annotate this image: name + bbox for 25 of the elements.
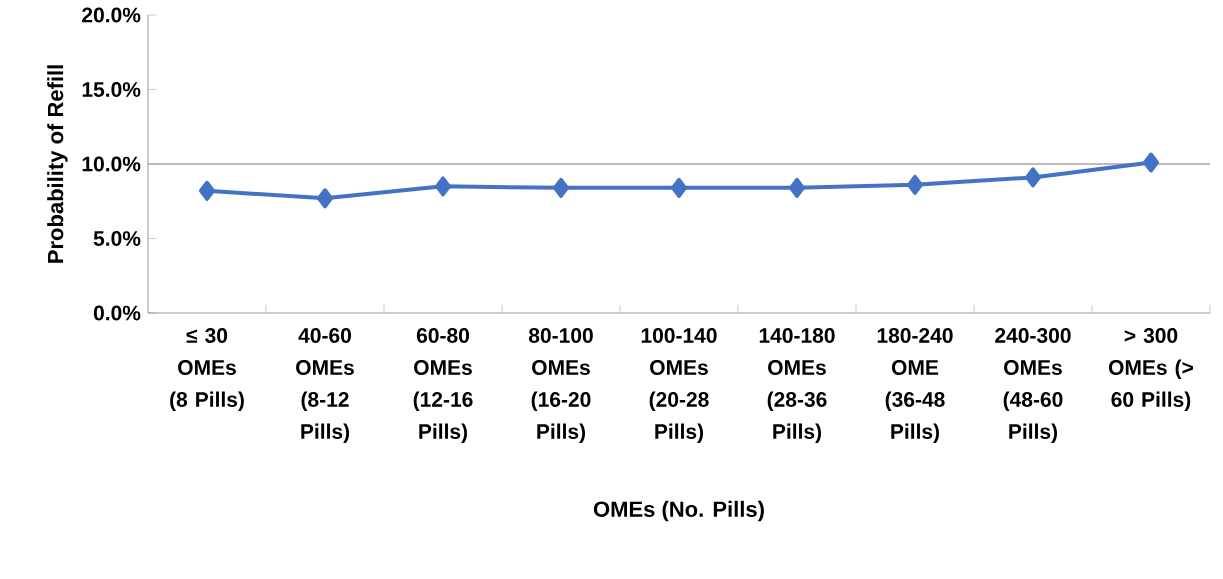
y-tick-label: 5.0% (93, 231, 141, 246)
x-axis-title: OMEs (No. Pills) (593, 500, 764, 522)
y-axis-title: Probability of Refill (47, 65, 68, 263)
point (199, 180, 216, 201)
point (435, 176, 452, 197)
point (671, 177, 687, 198)
y-tick-label: 0.0% (93, 305, 141, 321)
x-tick-label: 60-80 OMEs (12-16 Pills) (413, 328, 473, 444)
point (788, 177, 805, 198)
point (317, 188, 334, 209)
point (906, 174, 923, 195)
x-tick-label: 140-180 OMEs (28-36 Pills) (759, 328, 835, 444)
x-tick-label: > 300 OMEs (> 60 Pills) (1108, 328, 1194, 412)
y-tick-label: 15.0% (82, 82, 141, 97)
y-tick-label: 20.0% (82, 7, 141, 23)
point (1024, 167, 1041, 188)
x-tick-label: 240-300 OMEs (48-60 Pills) (995, 328, 1071, 444)
x-tick-label: 180-240 OME (36-48 Pills) (877, 328, 953, 444)
x-tick-label: 100-140 OMEs (20-28 Pills) (641, 328, 717, 444)
x-tick-label: 40-60 OMEs (8-12 Pills) (296, 328, 354, 444)
point (553, 177, 569, 198)
y-tick-label: 10.0% (82, 156, 141, 172)
point (1142, 152, 1159, 173)
x-tick-label: ≤ 30 OMEs (8 Pills) (170, 328, 244, 412)
x-tick-label: 80-100 OMEs (16-20 Pills) (528, 328, 593, 444)
